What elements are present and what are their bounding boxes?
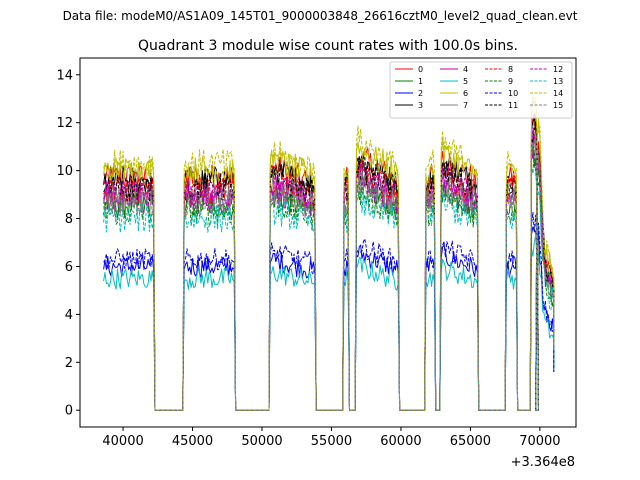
legend-label-15: 15 (553, 101, 563, 110)
legend-label-14: 14 (553, 89, 563, 98)
legend-label-13: 13 (553, 77, 563, 86)
legend-label-7: 7 (463, 101, 468, 110)
y-tick-label: 6 (65, 260, 73, 275)
x-offset-label: +3.364e8 (511, 455, 575, 470)
y-tick-label: 10 (56, 164, 73, 179)
suptitle: Data file: modeM0/AS1A09_145T01_90000038… (63, 9, 578, 23)
legend-label-6: 6 (463, 89, 468, 98)
axes-frame (79, 57, 577, 428)
x-tick-label: 40000 (102, 434, 143, 449)
y-tick-label: 4 (65, 308, 73, 323)
legend-label-8: 8 (508, 65, 513, 74)
x-tick-label: 65000 (450, 434, 491, 449)
chart-title: Quadrant 3 module wise count rates with … (138, 38, 518, 54)
y-tick-label: 8 (65, 212, 73, 227)
axes: 40000 45000 50000 55000 60000 65000 70000 0 2 4 6 8… (56, 57, 577, 449)
legend-label-0: 0 (418, 65, 423, 74)
x-tick-label: 45000 (172, 434, 213, 449)
y-tick-label: 12 (56, 116, 73, 131)
legend-box (389, 61, 573, 119)
legend-label-2: 2 (418, 89, 423, 98)
legend-label-12: 12 (553, 65, 563, 74)
legend-label-9: 9 (508, 77, 513, 86)
series-line-12 (103, 126, 555, 411)
series-line-15 (103, 138, 555, 411)
x-tick-label: 55000 (311, 434, 352, 449)
x-tick-label: 70000 (519, 434, 560, 449)
plot-lines (103, 94, 555, 411)
legend-label-11: 11 (508, 101, 518, 110)
legend-label-5: 5 (463, 77, 468, 86)
legend-label-10: 10 (508, 89, 518, 98)
y-tick-label: 14 (56, 68, 73, 83)
y-tick-label: 0 (65, 404, 73, 419)
legend-label-4: 4 (463, 65, 468, 74)
x-tick-label: 50000 (241, 434, 282, 449)
legend-label-3: 3 (418, 101, 423, 110)
y-tick-label: 2 (65, 356, 73, 371)
legend-label-1: 1 (418, 77, 423, 86)
x-tick-label: 60000 (380, 434, 421, 449)
